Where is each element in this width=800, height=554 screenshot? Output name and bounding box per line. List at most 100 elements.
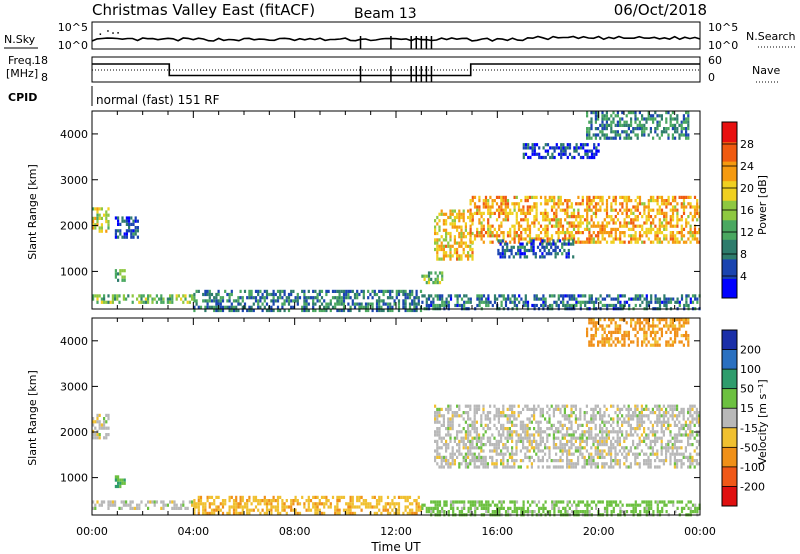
heatmap-cell bbox=[652, 221, 655, 225]
heatmap-cell bbox=[436, 241, 439, 245]
heatmap-cell bbox=[680, 130, 683, 134]
heatmap-cell bbox=[575, 218, 578, 222]
heatmap-cell bbox=[610, 404, 613, 408]
heatmap-cell bbox=[586, 334, 589, 338]
heatmap-cell bbox=[305, 305, 308, 309]
heatmap-cell bbox=[519, 439, 522, 443]
heatmap-cell bbox=[546, 224, 549, 228]
heatmap-cell bbox=[471, 212, 474, 216]
heatmap-cell bbox=[676, 318, 679, 322]
heatmap-cell bbox=[641, 500, 644, 504]
heatmap-cell bbox=[601, 417, 604, 421]
heatmap-cell bbox=[436, 247, 439, 252]
heatmap-cell bbox=[442, 251, 445, 255]
heatmap-cell bbox=[656, 240, 659, 244]
heatmap-cell bbox=[517, 414, 520, 418]
heatmap-cell bbox=[404, 508, 407, 512]
heatmap-cell bbox=[517, 433, 520, 437]
heatmap-cell bbox=[526, 227, 529, 231]
heatmap-cell bbox=[296, 292, 299, 297]
heatmap-cell bbox=[614, 446, 617, 450]
heatmap-cell bbox=[585, 436, 588, 440]
heatmap-cell bbox=[658, 195, 661, 199]
heatmap-cell bbox=[438, 257, 441, 261]
heatmap-cell bbox=[453, 215, 456, 220]
heatmap-cell bbox=[610, 500, 613, 504]
heatmap-cell bbox=[649, 411, 652, 415]
heatmap-cell bbox=[467, 446, 470, 450]
heatmap-cell bbox=[612, 130, 615, 134]
heatmap-cell bbox=[408, 511, 412, 515]
heatmap-cell bbox=[180, 503, 183, 507]
heatmap-cell bbox=[590, 500, 593, 504]
heatmap-cell bbox=[605, 111, 608, 115]
heatmap-cell bbox=[478, 433, 481, 437]
heatmap-cell bbox=[92, 417, 95, 421]
heatmap-cell bbox=[596, 462, 599, 466]
heatmap-cell bbox=[533, 417, 536, 421]
heatmap-cell bbox=[590, 111, 593, 115]
heatmap-cell bbox=[665, 510, 668, 514]
noise-point bbox=[112, 32, 114, 34]
heatmap-cell bbox=[121, 481, 124, 485]
heatmap-cell bbox=[535, 452, 538, 456]
heatmap-cell bbox=[568, 146, 572, 150]
heatmap-cell bbox=[382, 302, 385, 306]
heatmap-cell bbox=[378, 495, 381, 499]
heatmap-cell bbox=[566, 146, 569, 150]
heatmap-cell bbox=[489, 211, 492, 215]
heatmap-cell bbox=[360, 305, 363, 309]
heatmap-cell bbox=[687, 303, 690, 308]
heatmap-cell bbox=[290, 292, 293, 297]
heatmap-cell bbox=[614, 199, 617, 203]
heatmap-cell bbox=[434, 281, 437, 285]
heatmap-cell bbox=[502, 452, 505, 456]
heatmap-cell bbox=[440, 459, 443, 463]
heatmap-cell bbox=[583, 465, 586, 469]
heatmap-cell bbox=[682, 343, 685, 347]
heatmap-cell bbox=[557, 465, 560, 469]
heatmap-cell bbox=[367, 289, 370, 293]
heatmap-cell bbox=[454, 303, 457, 308]
heatmap-cell bbox=[665, 407, 668, 411]
heatmap-cell bbox=[440, 257, 443, 261]
heatmap-cell bbox=[270, 505, 273, 509]
heatmap-cell bbox=[682, 202, 686, 206]
heatmap-cell bbox=[314, 511, 317, 515]
heatmap-cell bbox=[585, 449, 588, 453]
heatmap-cell bbox=[608, 195, 611, 199]
heatmap-cell bbox=[442, 436, 445, 440]
heatmap-cell bbox=[526, 199, 529, 203]
heatmap-cell bbox=[467, 430, 470, 434]
heatmap-cell bbox=[237, 308, 240, 313]
heatmap-cell bbox=[654, 127, 657, 131]
heatmap-cell bbox=[691, 503, 695, 507]
heatmap-cell bbox=[625, 202, 628, 206]
colorbar-tick-label: 16 bbox=[740, 204, 754, 217]
heatmap-cell bbox=[100, 426, 103, 430]
heatmap-cell bbox=[103, 420, 106, 424]
heatmap-cell bbox=[384, 289, 387, 293]
heatmap-cell bbox=[325, 499, 328, 503]
heatmap-cell bbox=[511, 433, 514, 437]
heatmap-cell bbox=[583, 218, 587, 222]
heatmap-cell bbox=[408, 302, 412, 306]
heatmap-cell bbox=[478, 404, 481, 408]
heatmap-cell bbox=[228, 505, 231, 509]
heatmap-cell bbox=[235, 499, 238, 503]
heatmap-cell bbox=[594, 205, 598, 209]
heatmap-cell bbox=[674, 324, 677, 328]
heatmap-cell bbox=[463, 503, 466, 507]
heatmap-cell bbox=[551, 152, 554, 156]
heatmap-cell bbox=[693, 205, 697, 209]
heatmap-cell bbox=[417, 495, 420, 499]
heatmap-cell bbox=[553, 510, 556, 514]
heatmap-cell bbox=[594, 452, 597, 456]
heatmap-cell bbox=[671, 224, 675, 228]
heatmap-cell bbox=[92, 436, 95, 440]
heatmap-cell bbox=[436, 500, 439, 504]
heatmap-cell bbox=[550, 218, 554, 222]
heatmap-cell bbox=[658, 414, 661, 418]
heatmap-cell bbox=[296, 502, 299, 506]
heatmap-cell bbox=[473, 427, 476, 431]
